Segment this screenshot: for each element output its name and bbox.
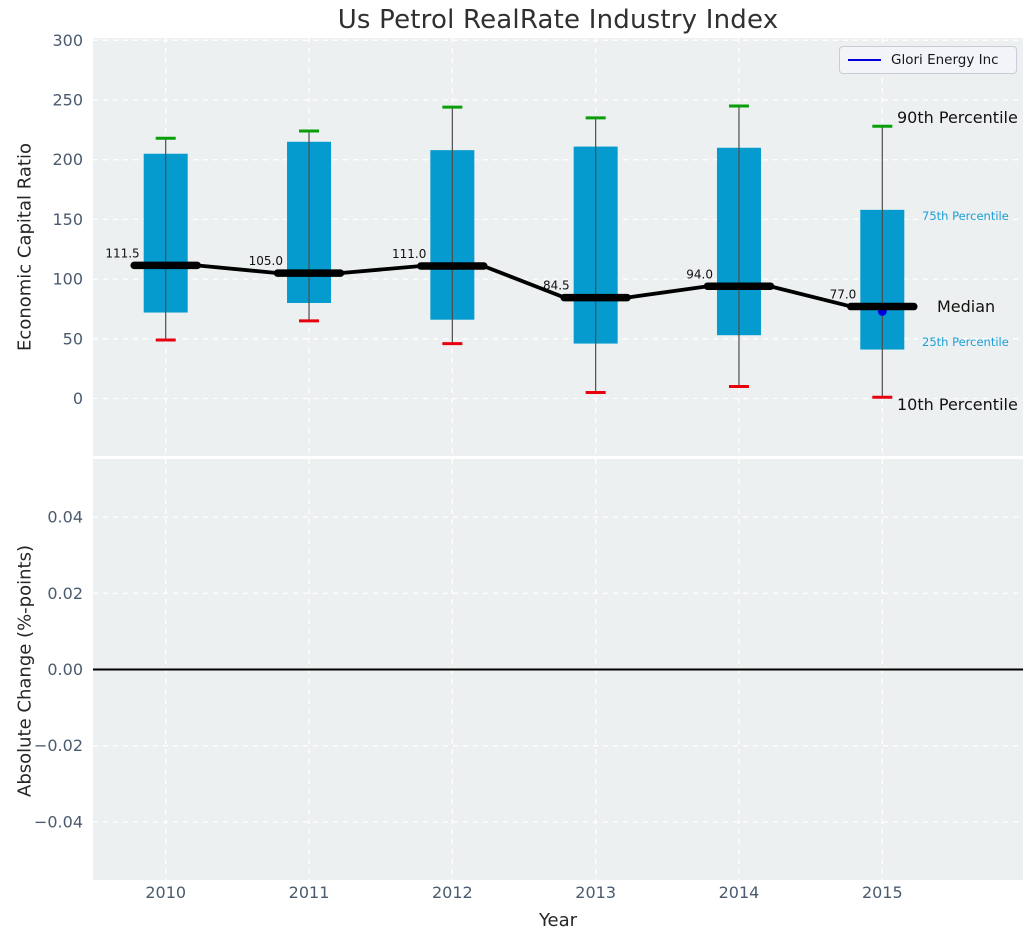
x-tick-label-2011: 2011 [289, 883, 330, 902]
chart-title: Us Petrol RealRate Industry Index [337, 5, 779, 35]
y-axis-label-bottom: Absolute Change (%-points) [14, 545, 36, 797]
y-tick-label-bottom-3: −0.02 [34, 736, 83, 755]
median-value-label-2014: 94.0 [686, 267, 713, 281]
x-tick-label-2010: 2010 [145, 883, 186, 902]
x-axis-label: Year [538, 910, 578, 931]
y-tick-label-top-0: 0 [73, 389, 83, 408]
y-axis-label-top: Economic Capital Ratio [14, 143, 36, 351]
x-tick-label-2013: 2013 [575, 883, 616, 902]
annotation-90th-percentile: 90th Percentile [897, 108, 1018, 127]
annotation-10th-percentile: 10th Percentile [897, 395, 1018, 414]
median-value-label-2010: 111.5 [105, 246, 139, 260]
annotation-median: Median [937, 297, 996, 316]
median-value-label-2012: 111.0 [392, 247, 426, 261]
y-tick-label-top-200: 200 [52, 150, 83, 169]
legend-label: Glori Energy Inc [891, 52, 999, 68]
y-tick-label-bottom-0: 0.04 [47, 508, 83, 527]
x-tick-label-2014: 2014 [719, 883, 760, 902]
y-tick-label-top-100: 100 [52, 270, 83, 289]
x-tick-label-2015: 2015 [862, 883, 903, 902]
y-tick-label-bottom-2: 0.00 [47, 660, 83, 679]
legend-line-swatch [848, 58, 881, 62]
annotation-25th-percentile: 25th Percentile [922, 335, 1009, 349]
legend: Glori Energy Inc [839, 46, 1017, 74]
y-tick-label-bottom-1: 0.02 [47, 584, 83, 603]
annotation-75th-percentile: 75th Percentile [922, 209, 1009, 223]
median-value-label-2011: 105.0 [249, 254, 283, 268]
y-tick-label-top-150: 150 [52, 210, 83, 229]
y-tick-label-top-250: 250 [52, 91, 83, 110]
median-value-label-2015: 77.0 [830, 288, 857, 302]
x-tick-label-2012: 2012 [432, 883, 473, 902]
y-tick-label-bottom-4: −0.04 [34, 812, 83, 831]
median-value-label-2013: 84.5 [543, 279, 570, 293]
y-tick-label-top-300: 300 [52, 31, 83, 50]
median-line [134, 263, 914, 309]
y-tick-label-top-50: 50 [63, 329, 83, 348]
